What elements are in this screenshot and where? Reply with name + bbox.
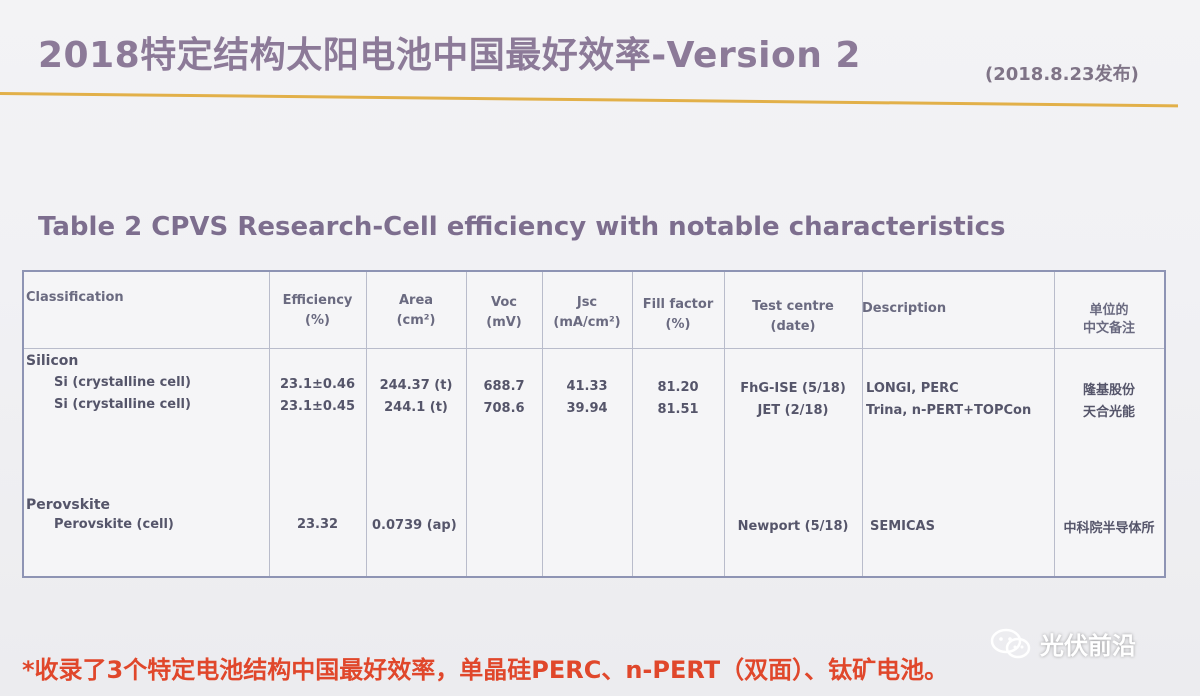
- group-silicon: Silicon: [26, 353, 79, 369]
- header-voc: Voc: [491, 295, 517, 310]
- row-classification: Perovskite (cell): [54, 517, 174, 532]
- column-divider: [466, 272, 467, 576]
- row-area: 244.37 (t): [379, 378, 453, 393]
- column-divider: [862, 272, 863, 576]
- row-test-centre: FhG-ISE (5/18): [740, 381, 846, 396]
- footnote: *收录了3个特定电池结构中国最好效率，单晶硅PERC、n-PERT（双面）、钛矿…: [22, 656, 949, 684]
- header-jsc: Jsc: [576, 295, 598, 310]
- header-cn-note: 单位的: [1089, 303, 1129, 318]
- header-fill-factor: Fill factor: [642, 297, 714, 312]
- header-efficiency-unit: (%): [305, 313, 330, 328]
- header-divider: [24, 348, 1164, 349]
- column-divider: [724, 272, 725, 576]
- watermark: 光伏前沿: [990, 626, 1136, 661]
- wechat-icon: [990, 627, 1032, 661]
- row-description: SEMICAS: [870, 519, 935, 534]
- watermark-text: 光伏前沿: [1040, 632, 1136, 660]
- row-efficiency: 23.1±0.45: [279, 399, 356, 414]
- row-description: Trina, n-PERT+TOPCon: [866, 403, 1032, 418]
- row-jsc: 39.94: [566, 401, 608, 416]
- row-cn-note: 中科院半导体所: [1063, 521, 1155, 536]
- column-divider: [1054, 272, 1055, 576]
- row-fill-factor: 81.20: [657, 380, 699, 395]
- header-area-unit: (cm²): [396, 313, 436, 328]
- row-efficiency: 23.32: [296, 517, 339, 532]
- row-cn-note: 天合光能: [1082, 405, 1135, 420]
- title-divider: [0, 92, 1178, 108]
- header-jsc-unit: (mA/cm²): [553, 315, 621, 330]
- header-voc-unit: (mV): [486, 315, 522, 330]
- header-area: Area: [398, 293, 434, 308]
- row-area: 0.0739 (ap): [372, 518, 457, 533]
- header-classification: Classification: [26, 290, 124, 305]
- header-description: Description: [862, 301, 947, 316]
- row-voc: 708.6: [483, 401, 525, 416]
- row-fill-factor: 81.51: [657, 402, 699, 417]
- column-divider: [542, 272, 543, 576]
- header-fill-factor-unit: (%): [665, 317, 691, 332]
- row-area: 244.1 (t): [384, 400, 448, 415]
- row-test-centre: Newport (5/18): [737, 519, 849, 534]
- header-cn-note-line2: 中文备注: [1082, 321, 1135, 336]
- efficiency-table: Classification Efficiency (%) Area (cm²)…: [22, 270, 1166, 578]
- row-test-centre: JET (2/18): [757, 403, 829, 418]
- header-test-centre: Test centre: [752, 299, 834, 314]
- slide-title: 2018特定结构太阳电池中国最好效率-Version 2: [38, 35, 861, 76]
- row-cn-note: 隆基股份: [1082, 383, 1135, 398]
- column-divider: [269, 272, 270, 576]
- column-divider: [632, 272, 633, 576]
- row-jsc: 41.33: [566, 379, 608, 394]
- row-efficiency: 23.1±0.46: [279, 377, 356, 392]
- header-efficiency: Efficiency: [282, 293, 353, 308]
- column-divider: [366, 272, 367, 576]
- group-perovskite: Perovskite: [26, 497, 111, 513]
- row-classification: Si (crystalline cell): [54, 375, 191, 390]
- row-voc: 688.7: [483, 379, 525, 394]
- release-date: (2018.8.23发布): [985, 64, 1139, 85]
- row-description: LONGI, PERC: [866, 381, 959, 396]
- header-test-centre-unit: (date): [770, 319, 816, 334]
- row-classification: Si (crystalline cell): [54, 397, 191, 412]
- table-caption: Table 2 CPVS Research-Cell efficiency wi…: [38, 212, 1006, 242]
